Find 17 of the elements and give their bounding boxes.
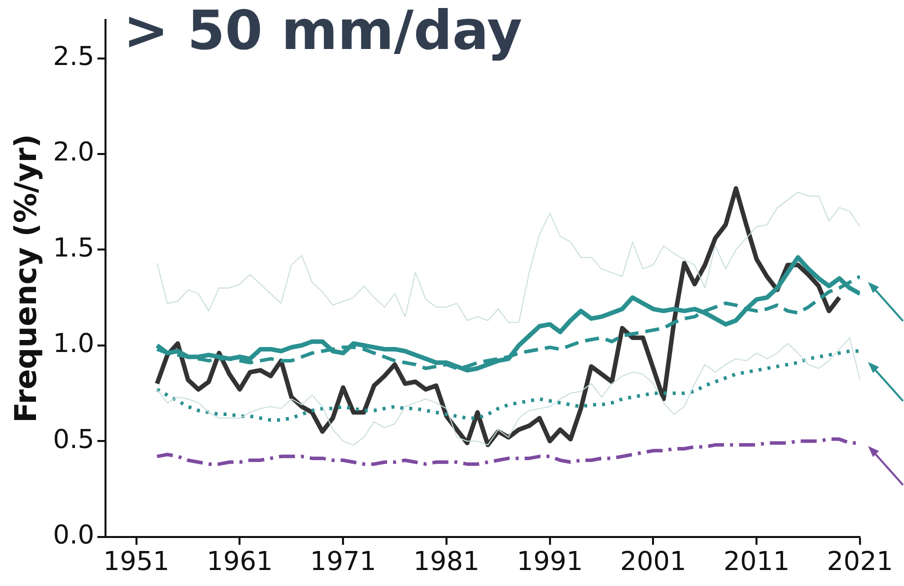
x-tick-label: 1991 <box>516 547 583 578</box>
y-tick-label: 2.5 <box>52 42 94 72</box>
y-tick-label: 2.0 <box>52 138 94 168</box>
line-series <box>155 349 860 422</box>
y-tick-label: 1.5 <box>52 233 94 264</box>
y-tick-label: 1.0 <box>52 329 94 360</box>
y-axis-title: Frequency (%/yr) <box>8 134 44 423</box>
x-tick-label: 2011 <box>724 547 790 578</box>
chart-title: > 50 mm/day <box>123 0 522 62</box>
x-tick-label: 1961 <box>206 547 273 578</box>
x-tick-label: 1981 <box>413 547 480 578</box>
x-tick-label: 2001 <box>620 547 686 578</box>
y-tick-label: 0.5 <box>52 424 94 455</box>
x-tick-label: 1951 <box>103 547 170 578</box>
x-tick-label: 1971 <box>310 547 376 578</box>
y-tick-label: 0.0 <box>52 520 94 551</box>
x-tick-label: 2021 <box>826 547 894 578</box>
